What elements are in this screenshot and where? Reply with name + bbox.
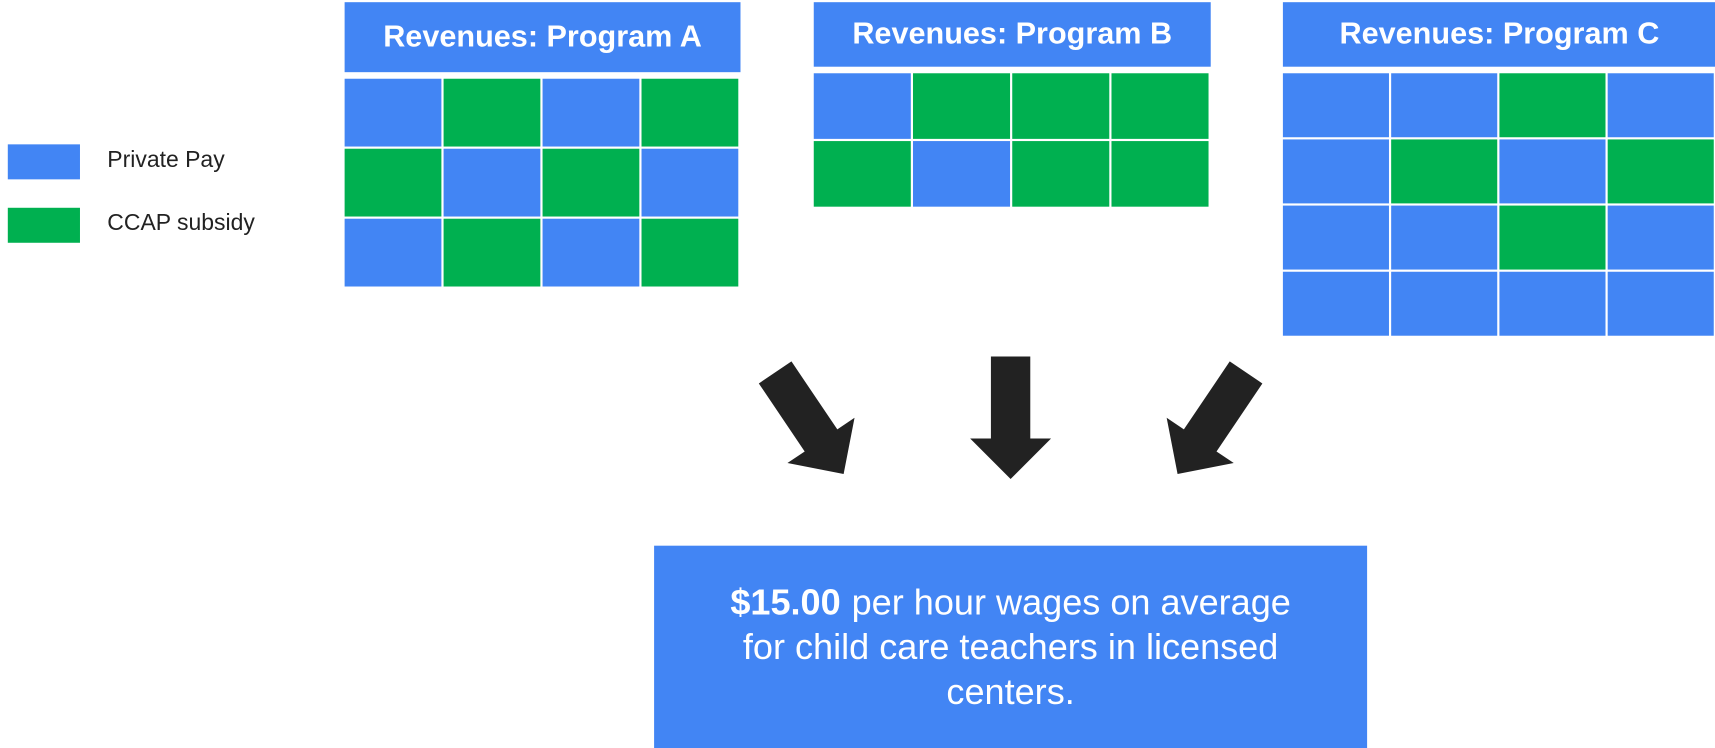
revenue-cell (641, 78, 739, 147)
revenue-cell (542, 218, 640, 287)
program-title-box (1282, 2, 1715, 67)
revenue-cell (641, 148, 739, 217)
revenue-cell (1282, 205, 1389, 270)
program-title-box (813, 2, 1211, 67)
arrows (758, 356, 1263, 479)
arrow (758, 361, 855, 474)
arrow (970, 356, 1052, 479)
result-highlight: $15.00 (730, 581, 840, 622)
revenue-cell (443, 218, 541, 287)
program-title: Revenues: Program A (383, 19, 702, 53)
program-title: Revenues: Program C (1340, 17, 1660, 51)
revenue-cell (1499, 139, 1606, 204)
revenue-cell (344, 148, 442, 217)
revenue-cell (344, 218, 442, 287)
revenue-cell (1282, 73, 1389, 138)
legend-swatch (7, 207, 80, 243)
result-line: for child care teachers in licensed (743, 626, 1278, 667)
result-text: per hour wages on average (852, 581, 1291, 622)
revenue-cell (344, 78, 442, 147)
revenue-cell (1282, 271, 1389, 336)
legend-label: Private Pay (107, 146, 225, 172)
revenue-cell (1391, 139, 1498, 204)
result-line: $15.00 per hour wages on average (730, 581, 1291, 622)
revenue-cell (1499, 73, 1606, 138)
revenue-cell (1391, 73, 1498, 138)
revenue-cell (912, 73, 1011, 139)
revenue-cell (1282, 139, 1389, 204)
revenue-cell (443, 148, 541, 217)
legend-label: CCAP subsidy (107, 209, 255, 235)
revenue-cell (1607, 139, 1714, 204)
revenue-cell (1499, 205, 1606, 270)
result-box (654, 545, 1368, 748)
program-title: Revenues: Program B (852, 17, 1172, 51)
legend-swatch (7, 144, 80, 180)
revenue-cell (1607, 205, 1714, 270)
revenue-cell (1607, 271, 1714, 336)
revenue-cell (1499, 271, 1606, 336)
revenue-cell (1607, 73, 1714, 138)
result-line: centers. (946, 671, 1074, 712)
revenue-cell (813, 141, 911, 207)
revenue-cell (1111, 141, 1209, 207)
arrow (1166, 361, 1263, 474)
revenue-cell (443, 78, 541, 147)
program-title-box (344, 2, 741, 73)
revenue-cell (1111, 73, 1209, 139)
revenue-cell (641, 218, 739, 287)
revenue-cell (1391, 271, 1498, 336)
revenue-cell (1012, 141, 1110, 207)
revenue-cell (542, 78, 640, 147)
revenue-cell (912, 141, 1011, 207)
revenue-cell (1012, 73, 1110, 139)
revenue-cell (813, 73, 911, 139)
revenue-cell (542, 148, 640, 217)
revenue-cell (1391, 205, 1498, 270)
